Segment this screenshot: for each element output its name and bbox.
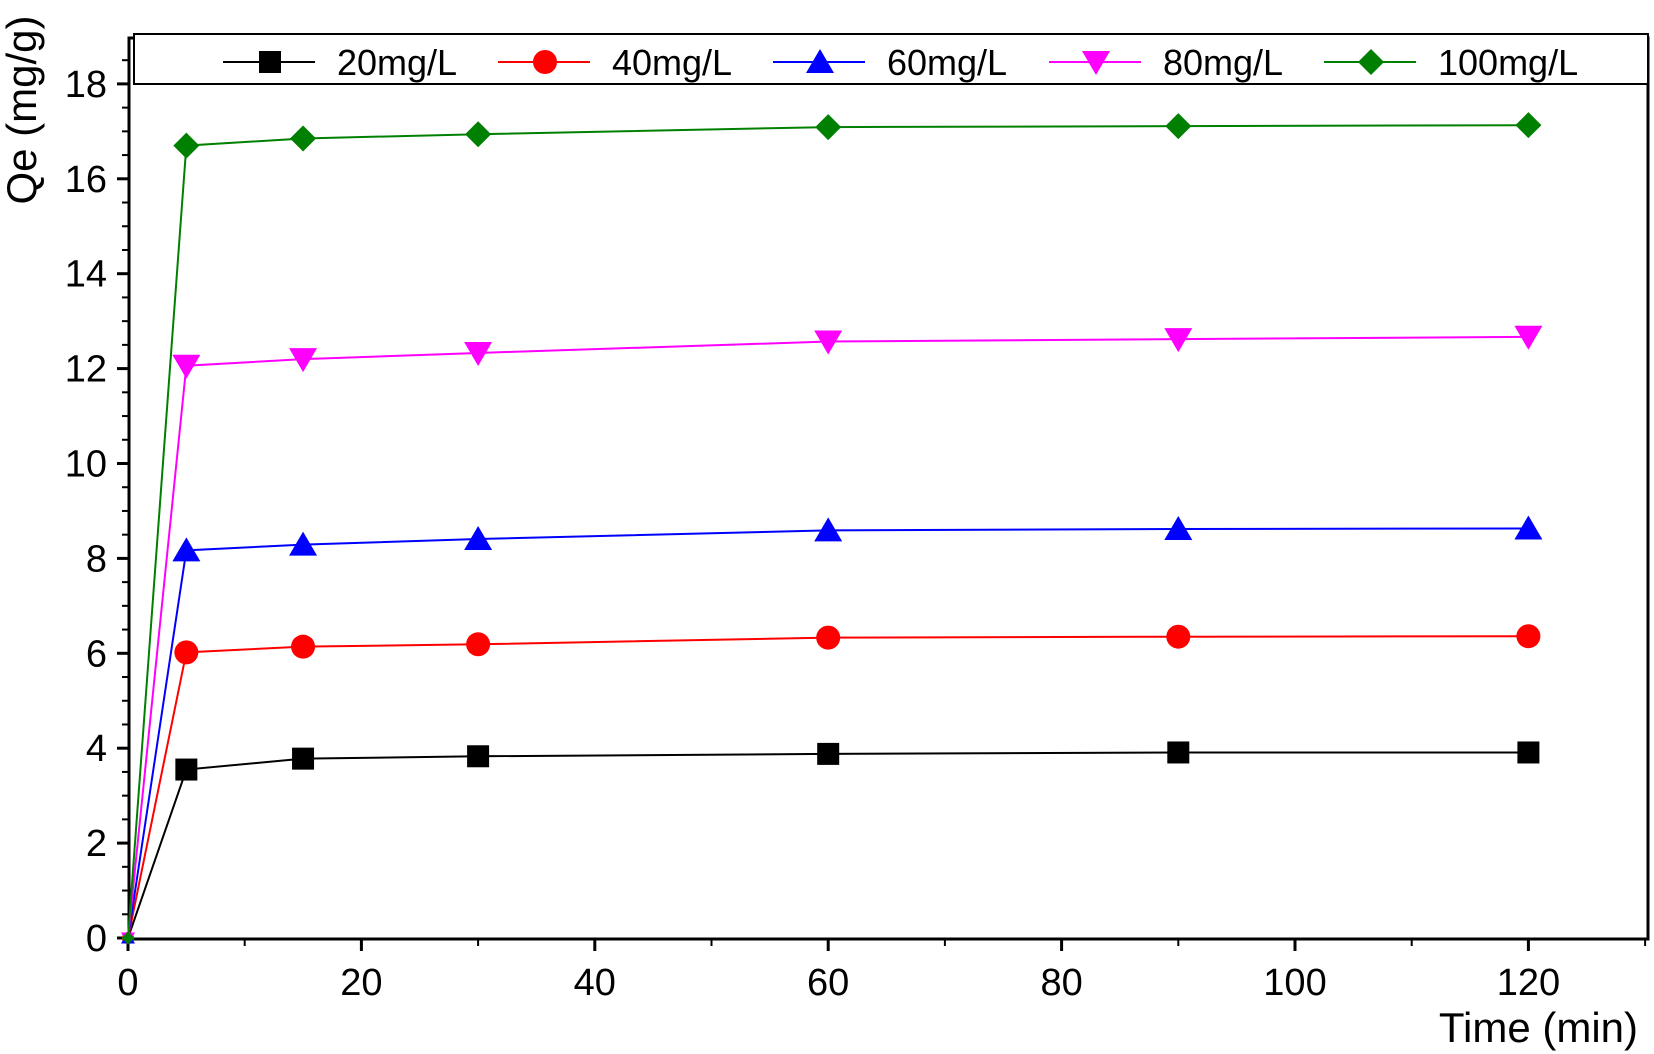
data-point — [289, 348, 318, 373]
legend-item: 100mg/L — [1324, 42, 1578, 83]
legend-marker — [533, 50, 557, 74]
series-80mgl — [121, 325, 1543, 945]
legend-label: 80mg/L — [1163, 42, 1283, 83]
x-tick-label: 20 — [340, 962, 382, 1004]
data-point — [121, 931, 135, 945]
series-100mgl — [121, 112, 1542, 945]
data-point — [1515, 112, 1542, 139]
legend-marker — [1358, 49, 1384, 75]
legend-label: 40mg/L — [612, 42, 732, 83]
legend-box — [133, 33, 1649, 85]
data-point — [290, 125, 317, 152]
plot-frame — [127, 36, 1650, 941]
x-tick-label: 100 — [1263, 962, 1326, 1004]
y-tick-label: 2 — [86, 823, 107, 865]
legend-label: 100mg/L — [1438, 42, 1578, 83]
data-point — [464, 525, 493, 550]
legend-marker — [1082, 51, 1110, 75]
data-point — [1517, 741, 1540, 764]
data-point — [1164, 515, 1193, 540]
series-60mgl — [121, 515, 1543, 944]
data-point — [172, 354, 201, 379]
data-point — [175, 758, 198, 781]
data-point — [1164, 328, 1193, 353]
legend-marker — [259, 51, 281, 73]
data-point — [289, 531, 318, 556]
legend-marker — [806, 49, 834, 73]
data-point — [1514, 515, 1543, 540]
x-axis-title: Time (min) — [1439, 1004, 1638, 1051]
axes: 0 20 40 60 80 100 120 0 2 4 6 8 10 12 14 16 18 — [65, 36, 1650, 1004]
y-tick-label: 6 — [86, 633, 107, 675]
legend-item: 80mg/L — [1049, 42, 1283, 83]
data-point — [467, 745, 490, 768]
legend: 20mg/L 40mg/L 60mg/L 80mg/L 100mg/L — [133, 33, 1649, 85]
y-tick-label: 14 — [65, 254, 107, 296]
y-tick-label: 4 — [86, 728, 107, 770]
data-point — [1167, 741, 1190, 764]
series-40mgl — [122, 624, 1541, 944]
data-point — [1166, 624, 1191, 649]
data-point — [1516, 624, 1541, 649]
data-point — [173, 132, 200, 159]
y-axis-title: Qe (mg/g) — [0, 15, 45, 204]
series-20mgl — [122, 741, 1540, 944]
y-tick-label: 10 — [65, 444, 107, 486]
y-tick-label: 12 — [65, 349, 107, 391]
x-tick-label: 60 — [807, 962, 849, 1004]
data-point — [1514, 325, 1543, 350]
data-point — [172, 537, 201, 562]
legend-label: 60mg/L — [887, 42, 1007, 83]
series-layer — [121, 112, 1543, 945]
x-tick-label: 0 — [117, 962, 138, 1004]
y-tick-label: 0 — [86, 918, 107, 960]
x-tick-label: 80 — [1040, 962, 1082, 1004]
legend-item: 40mg/L — [498, 42, 732, 83]
data-point — [464, 341, 493, 366]
legend-item: 60mg/L — [773, 42, 1007, 83]
data-point — [465, 121, 492, 148]
series-line — [127, 635, 1529, 939]
y-tick-label: 8 — [86, 538, 107, 580]
x-tick-label: 40 — [574, 962, 616, 1004]
data-point — [292, 747, 315, 770]
data-point — [466, 632, 491, 657]
data-point — [814, 517, 843, 542]
y-tick-label: 16 — [65, 159, 107, 201]
data-point — [1165, 113, 1192, 140]
data-point — [816, 625, 841, 650]
data-point — [815, 114, 842, 141]
y-tick-label: 18 — [65, 64, 107, 106]
data-point — [814, 330, 843, 355]
series-line — [127, 527, 1529, 939]
legend-item: 20mg/L — [223, 42, 457, 83]
series-line — [127, 751, 1529, 939]
x-tick-label: 120 — [1497, 962, 1560, 1004]
legend-label: 20mg/L — [337, 42, 457, 83]
data-point — [291, 634, 316, 659]
data-point — [817, 742, 840, 765]
data-point — [174, 640, 199, 665]
